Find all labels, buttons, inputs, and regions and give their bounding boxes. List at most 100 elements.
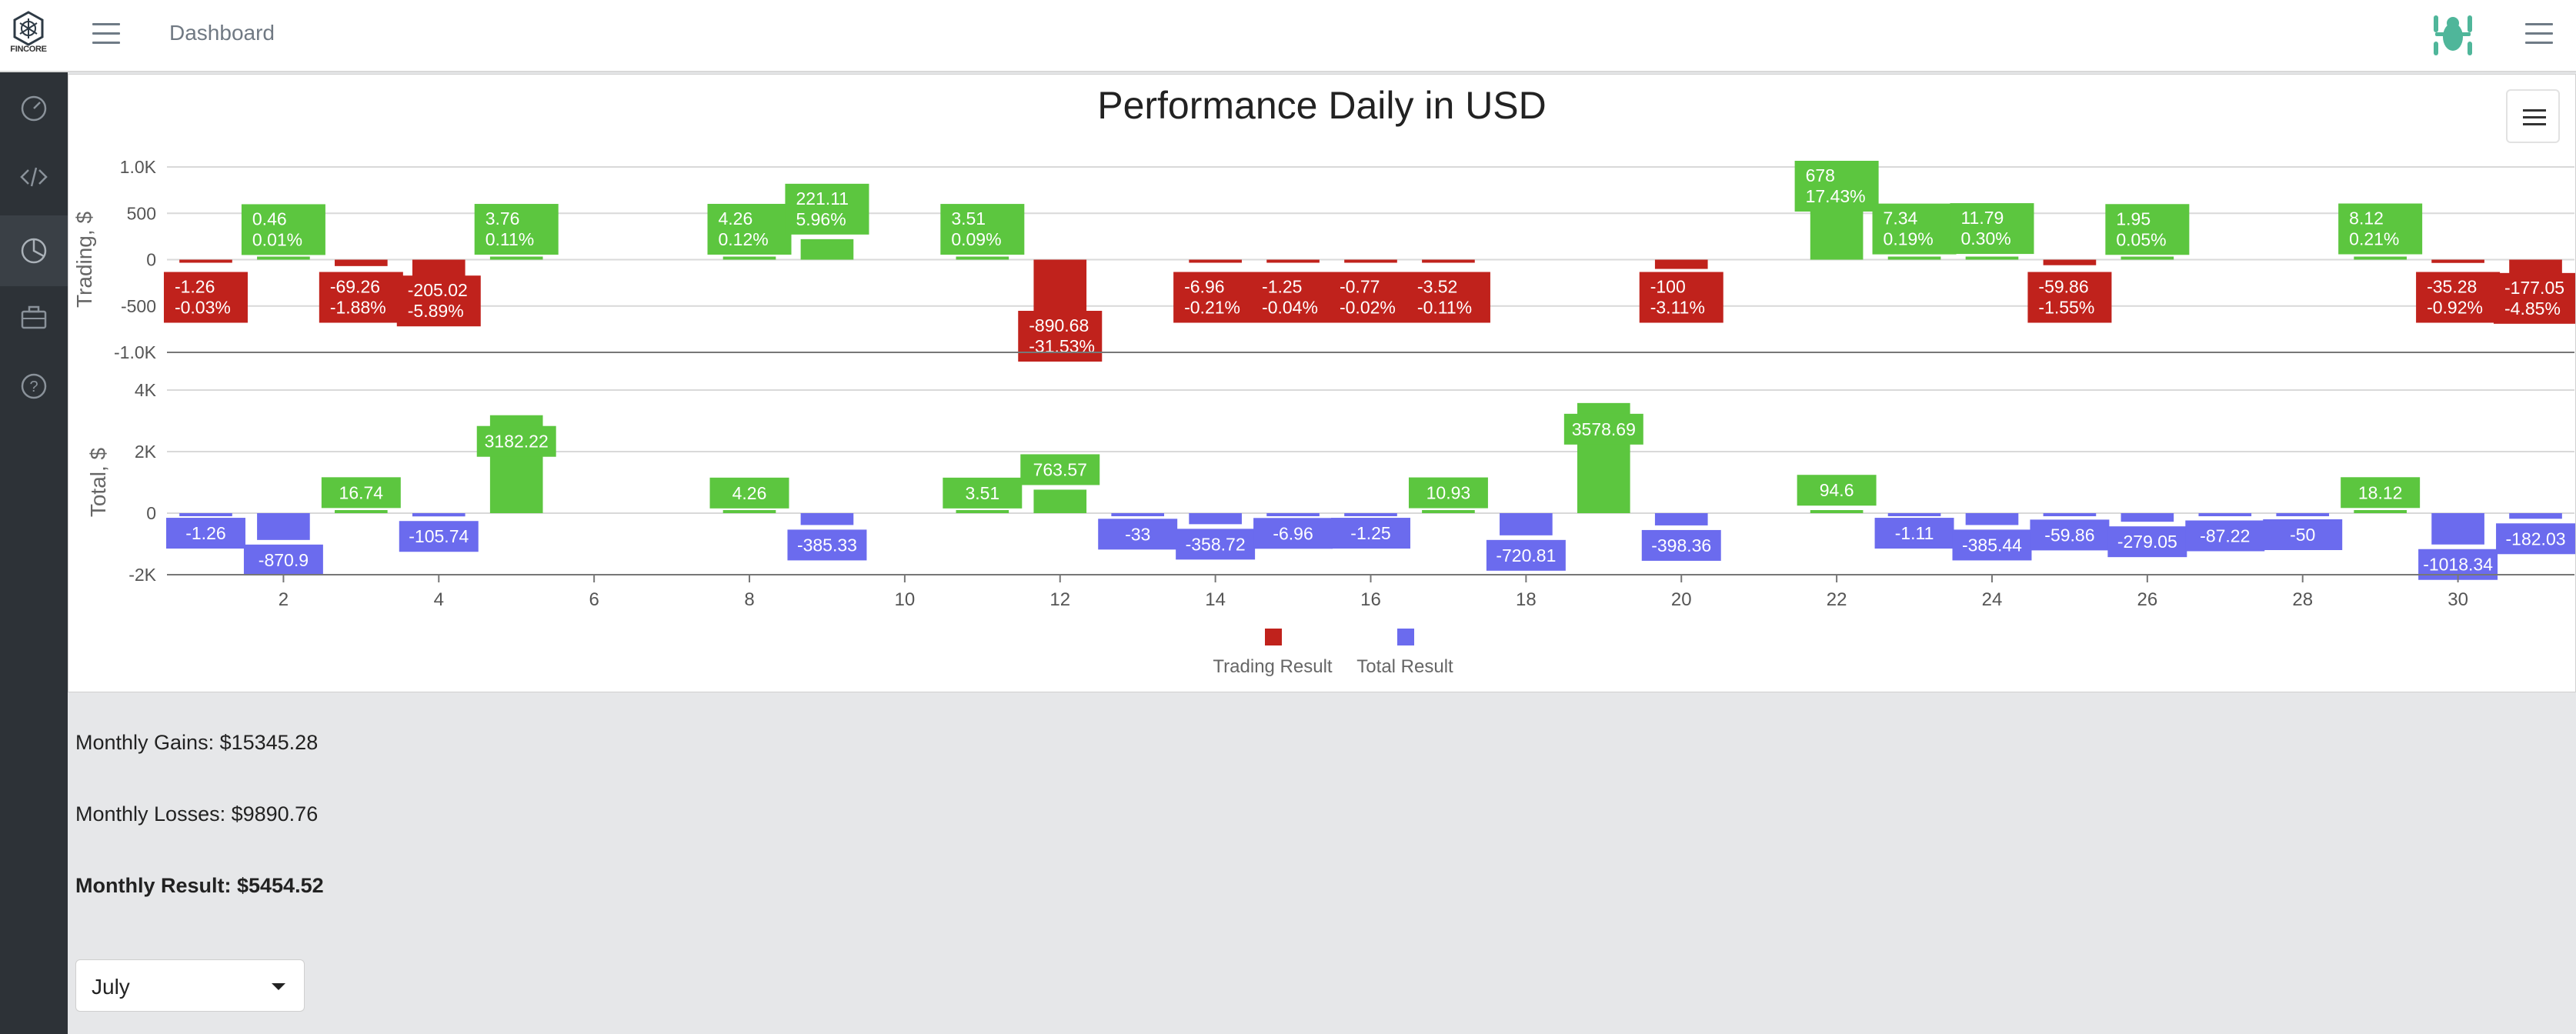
- data-label-box: [1872, 203, 1957, 255]
- data-label: 8.12: [2349, 208, 2384, 228]
- data-label-box: [1251, 272, 1336, 323]
- x-tick-label: 10: [895, 589, 916, 610]
- data-label-box: [2496, 523, 2576, 555]
- bar: [2509, 259, 2562, 276]
- page-title: Dashboard: [169, 21, 275, 45]
- legend-label: Total Result: [1356, 656, 1453, 677]
- data-label: -33: [1125, 524, 1150, 544]
- y-tick-label: 2K: [135, 442, 157, 462]
- bar: [2121, 513, 2174, 522]
- x-tick-label: 20: [1671, 589, 1692, 610]
- x-tick-label: 6: [589, 589, 599, 610]
- chart-context-menu-button[interactable]: [2506, 89, 2560, 143]
- bar: [1422, 259, 1475, 263]
- data-label: -1.26: [185, 523, 225, 543]
- bar: [489, 256, 543, 260]
- monthly-losses: Monthly Losses: $9890.76: [75, 802, 319, 826]
- bar: [1266, 259, 1320, 263]
- data-label-box: [1020, 454, 1100, 485]
- bar: [800, 513, 854, 525]
- sidebar-toggle-button[interactable]: [92, 23, 120, 45]
- x-tick-label: 2: [279, 589, 289, 610]
- performance-chart: Performance Daily in USD1.0K5000-500-1.0…: [72, 84, 2576, 677]
- data-label-percent: -0.03%: [175, 298, 231, 318]
- data-label-box: [2105, 204, 2190, 255]
- data-label: 94.6: [1820, 480, 1854, 500]
- data-label-box: [785, 183, 869, 235]
- bar: [2121, 256, 2174, 260]
- data-label: -1018.34: [2423, 555, 2493, 575]
- month-select-value: July: [92, 975, 130, 999]
- briefcase-icon: [21, 305, 47, 329]
- bar: [1344, 259, 1397, 263]
- data-label-box: [1797, 475, 1877, 506]
- avatar[interactable]: [2428, 11, 2478, 58]
- sidebar-item-code[interactable]: [14, 157, 54, 197]
- sidebar-item-performance[interactable]: [14, 231, 54, 271]
- data-label-box: [787, 529, 867, 561]
- data-label-box: [476, 425, 556, 457]
- bar: [1189, 259, 1242, 263]
- sidebar-item-dashboard[interactable]: [14, 88, 54, 128]
- data-label-box: [2338, 203, 2423, 255]
- data-label-box: [1563, 413, 1643, 445]
- data-label-percent: -31.53%: [1029, 336, 1095, 356]
- y-axis-label: Total, $: [86, 447, 110, 517]
- data-label-percent: -0.11%: [1417, 298, 1472, 318]
- bar: [800, 238, 854, 260]
- data-label-box: [2416, 272, 2501, 323]
- sidebar-item-help[interactable]: ?: [14, 366, 54, 406]
- data-label-box: [241, 204, 325, 255]
- data-label-box: [940, 204, 1025, 255]
- bar: [2043, 513, 2097, 516]
- data-label-box: [2263, 519, 2343, 550]
- speedometer-icon: [21, 95, 47, 122]
- data-label: -182.03: [2506, 529, 2566, 549]
- data-label: 678: [1806, 165, 1835, 185]
- data-label-percent: 0.12%: [719, 229, 769, 249]
- bar: [2354, 256, 2407, 260]
- data-label: 18.12: [2358, 482, 2403, 502]
- bar: [179, 259, 232, 263]
- y-tick-label: -1.0K: [114, 342, 157, 362]
- logo-text: FINCORE: [10, 45, 47, 54]
- data-label: -385.44: [1962, 535, 2022, 555]
- sidebar-item-portfolio[interactable]: [14, 297, 54, 337]
- data-label: -1.25: [1262, 277, 1302, 297]
- data-label-percent: -4.85%: [2504, 299, 2561, 319]
- data-label: -177.05: [2504, 278, 2564, 298]
- data-label: 3578.69: [1572, 419, 1636, 439]
- data-label-percent: 0.11%: [486, 229, 535, 249]
- monthly-gains: Monthly Gains: $15345.28: [75, 731, 319, 754]
- y-tick-label: 0: [146, 250, 156, 270]
- bar: [1887, 256, 1941, 260]
- data-label: 16.74: [339, 482, 384, 502]
- y-tick-label: 0: [146, 503, 156, 523]
- bar: [335, 259, 388, 266]
- y-tick-label: -2K: [128, 565, 156, 585]
- data-label: -6.96: [1184, 277, 1224, 297]
- x-tick-label: 24: [1982, 589, 2003, 610]
- data-label: 4.26: [732, 483, 767, 503]
- x-tick-label: 18: [1516, 589, 1537, 610]
- fincore-logo[interactable]: [8, 9, 49, 60]
- data-label-box: [1950, 203, 2034, 255]
- data-label-box: [2107, 526, 2187, 558]
- month-select[interactable]: July: [75, 959, 305, 1012]
- data-label: -59.86: [2038, 277, 2088, 297]
- data-label-percent: 0.19%: [1884, 229, 1934, 249]
- data-label-box: [709, 477, 789, 509]
- data-label: 3.51: [965, 483, 999, 503]
- user-menu-button[interactable]: [2525, 23, 2553, 45]
- x-tick-label: 16: [1360, 589, 1381, 610]
- data-label-box: [1639, 272, 1723, 323]
- data-label-percent: -0.04%: [1262, 298, 1318, 318]
- y-tick-label: 4K: [135, 380, 157, 400]
- legend-swatch: [1265, 629, 1282, 645]
- data-label-box: [1176, 529, 1256, 560]
- data-label: -87.22: [2200, 525, 2250, 545]
- data-label-box: [319, 272, 403, 323]
- bar: [1500, 513, 1553, 535]
- bar: [722, 256, 776, 260]
- data-label: 4.26: [719, 208, 753, 228]
